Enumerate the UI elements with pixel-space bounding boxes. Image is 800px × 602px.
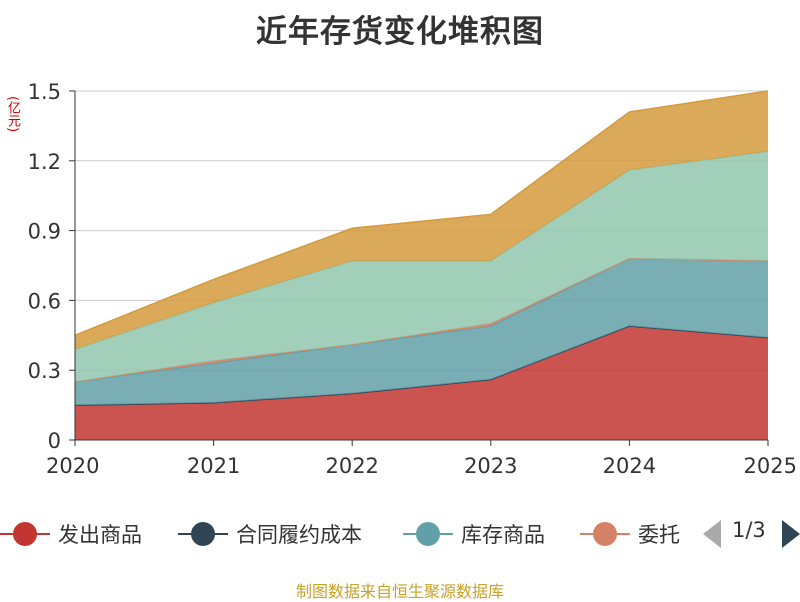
y-tick-label: 1.2: [28, 150, 61, 174]
x-tick-label: 2022: [325, 454, 378, 478]
area-series-2[interactable]: [75, 258, 768, 406]
legend-prev-page-button[interactable]: [703, 520, 721, 548]
axes: 0 0.3 0.6 0.9 1.2 1.5 2020 2021 2022 2023 2024 2025: [28, 80, 797, 478]
x-tick-label: 2023: [464, 454, 517, 478]
y-axis-unit-label: (亿元): [5, 96, 20, 133]
legend-page-indicator: 1/3: [732, 518, 766, 542]
x-tick-label: 2021: [187, 454, 240, 478]
chart-title: 近年存货变化堆积图: [256, 14, 544, 50]
area-series-4[interactable]: [75, 151, 768, 382]
area-line-5: [74, 90, 769, 336]
legend-marker-2: [403, 521, 453, 547]
y-tick-label: 0: [48, 429, 61, 453]
legend-marker-1: [178, 521, 228, 547]
legend-item-2[interactable]: 库存商品: [403, 514, 545, 554]
area-line-4: [74, 150, 769, 350]
stacked-areas: [74, 90, 769, 440]
y-tick-label: 1.5: [28, 80, 61, 104]
x-tick-label: 2020: [46, 454, 99, 478]
legend-marker-3: [580, 521, 630, 547]
legend-item-1[interactable]: 合同履约成本: [178, 514, 362, 554]
legend-label-0: 发出商品: [58, 523, 142, 547]
legend-item-3[interactable]: 委托: [580, 514, 684, 554]
y-tick-label: 0.6: [28, 289, 61, 313]
legend-label-1: 合同履约成本: [236, 523, 362, 547]
x-tick-label: 2024: [603, 454, 656, 478]
x-tick-label: 2025: [744, 454, 797, 478]
area-series-0[interactable]: [75, 325, 768, 440]
legend-next-page-button[interactable]: [782, 520, 800, 548]
legend-marker-0: [0, 521, 50, 547]
area-series-5[interactable]: [75, 91, 768, 350]
legend-item-0[interactable]: 发出商品: [0, 514, 142, 554]
legend-label-2: 库存商品: [461, 523, 545, 547]
y-tick-label: 0.3: [28, 359, 61, 383]
legend-label-3: 委托: [638, 523, 680, 547]
data-source-note: 制图数据来自恒生聚源数据库: [295, 582, 504, 601]
y-tick-label: 0.9: [28, 220, 61, 244]
legend: 发出商品 合同履约成本 库存商品 委托: [0, 514, 800, 554]
